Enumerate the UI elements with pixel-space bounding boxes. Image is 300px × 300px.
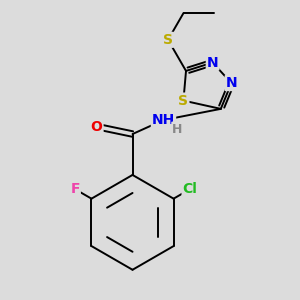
Text: H: H [172, 122, 183, 136]
Text: F: F [70, 182, 80, 196]
Text: Cl: Cl [183, 182, 197, 196]
Text: N: N [226, 76, 237, 90]
Text: NH: NH [152, 113, 175, 127]
Text: O: O [91, 119, 103, 134]
Text: N: N [207, 56, 218, 70]
Text: S: S [163, 33, 173, 47]
Text: S: S [178, 94, 188, 108]
